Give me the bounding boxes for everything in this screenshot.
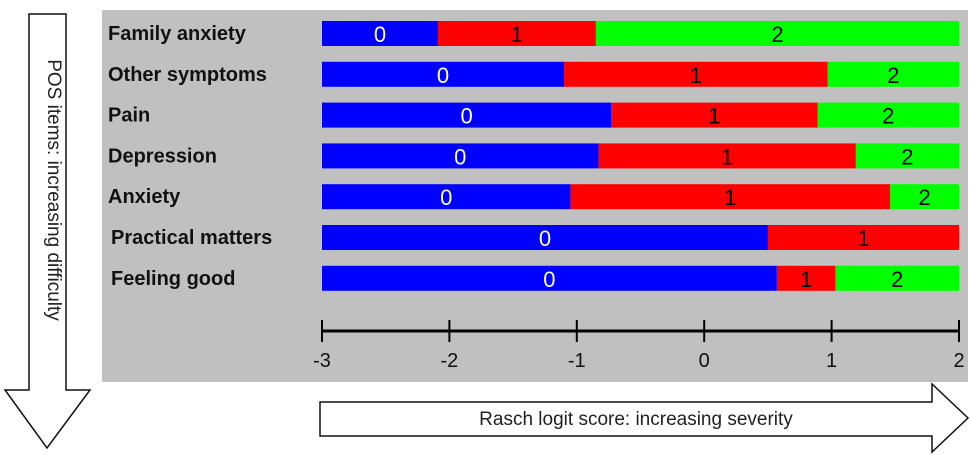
segment-label: 1 [857,226,869,251]
segment-label: 2 [771,22,783,47]
tick-label: 1 [826,350,837,372]
item-label: Other symptoms [108,64,267,86]
item-label: Family anxiety [108,23,247,45]
segment-label: 0 [460,104,472,129]
segment-label: 2 [918,185,930,210]
tick-label: -1 [568,350,586,372]
bottom-arrow-label: Rasch logit score: increasing severity [479,409,793,430]
left-arrow: POS items: increasing difficulty [5,14,90,448]
segment-label: 0 [437,63,449,88]
bar-row: Other symptoms 0 1 2 [108,62,959,88]
segment-label: 2 [887,63,899,88]
segment-label: 0 [454,144,466,169]
bottom-arrow: Rasch logit score: increasing severity [320,384,968,452]
segment-label: 1 [724,185,736,210]
tick-label: -2 [441,350,459,372]
tick-label: -3 [313,350,331,372]
segment-label: 2 [901,144,913,169]
tick-label: 2 [953,350,964,372]
segment-label: 0 [440,185,452,210]
segment-label: 0 [543,267,555,292]
item-label: Anxiety [108,186,181,208]
segment-label: 1 [800,267,812,292]
segment-label: 2 [882,104,894,129]
segment-label: 1 [511,22,523,47]
left-arrow-label: POS items: increasing difficulty [43,59,64,321]
tick-label: 0 [699,350,710,372]
segment-label: 1 [690,63,702,88]
segment-label: 0 [374,22,386,47]
segment-label: 2 [891,267,903,292]
segment-label: 1 [721,144,733,169]
bar-row: Family anxiety 0 1 2 [108,21,959,47]
segment-label: 0 [539,226,551,251]
segment-label: 1 [708,104,720,129]
item-label: Pain [108,105,150,127]
bar-row: Practical matters 0 1 [111,225,959,251]
item-label: Practical matters [111,227,272,249]
item-label: Depression [108,145,217,167]
item-label: Feeling good [111,268,235,290]
